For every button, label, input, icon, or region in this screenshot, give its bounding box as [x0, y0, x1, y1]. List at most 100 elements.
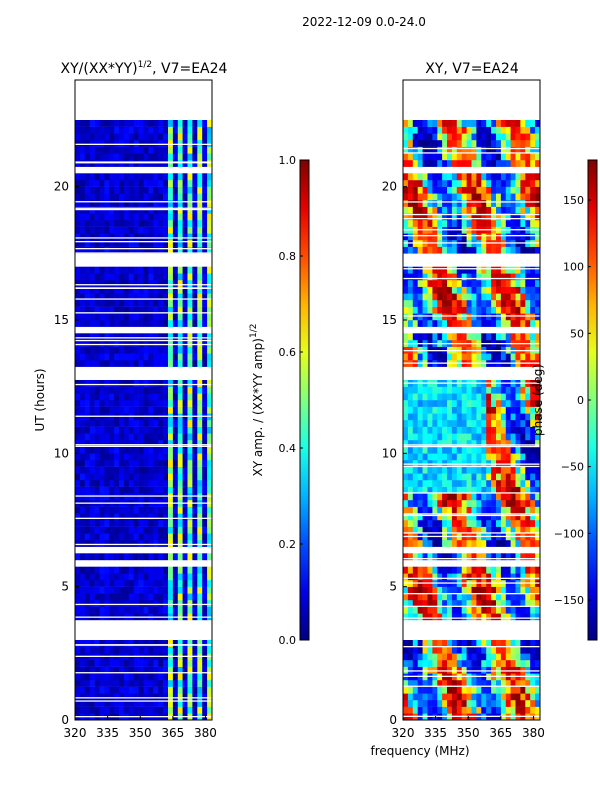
heatmap-cell: [496, 586, 502, 594]
heatmap-cell: [177, 306, 183, 314]
heatmap-cell: [192, 660, 198, 667]
heatmap-cell: [79, 340, 86, 347]
heatmap-cell: [442, 220, 448, 227]
heatmap-cell: [114, 160, 120, 167]
heatmap-cell: [442, 480, 448, 487]
heatmap-cell: [530, 313, 536, 321]
heatmap-cell: [104, 566, 110, 574]
heatmap-cell: [182, 426, 188, 434]
heatmap-cell: [515, 506, 521, 514]
heatmap-cell: [491, 520, 497, 527]
heatmap-cell: [119, 393, 125, 401]
heatmap-cell: [466, 473, 472, 481]
heatmap-cell: [168, 226, 174, 234]
heatmap-cell: [466, 600, 472, 607]
heatmap-cell: [417, 660, 423, 667]
heatmap-cell: [432, 320, 438, 327]
heatmap-cell: [182, 126, 188, 134]
heatmap-cell: [177, 286, 183, 294]
heatmap-cell: [515, 386, 521, 394]
heatmap-cell: [407, 220, 414, 227]
heatmap-cell: [417, 520, 423, 527]
gap-line: [75, 162, 212, 164]
heatmap-cell: [422, 313, 428, 321]
heatmap-cell: [451, 500, 458, 507]
heatmap-cell: [432, 413, 438, 421]
heatmap-cell: [128, 600, 134, 607]
heatmap-cell: [535, 213, 541, 221]
heatmap-cell: [192, 640, 198, 647]
heatmap-cell: [403, 440, 409, 447]
heatmap-cell: [84, 186, 90, 194]
heatmap-cell: [138, 306, 144, 314]
heatmap-cell: [486, 440, 492, 447]
heatmap-cell: [123, 140, 130, 147]
heatmap-cell: [505, 180, 511, 187]
heatmap-cell: [84, 246, 90, 254]
heatmap-cell: [451, 120, 458, 127]
heatmap-cell: [158, 526, 164, 534]
heatmap-cell: [158, 446, 164, 454]
heatmap-cell: [182, 280, 188, 287]
heatmap-cell: [505, 233, 511, 241]
heatmap-cell: [123, 520, 130, 527]
heatmap-cell: [75, 666, 81, 674]
heatmap-cell: [143, 493, 149, 501]
heatmap-cell: [202, 226, 208, 234]
heatmap-cell: [94, 580, 100, 587]
heatmap-cell: [456, 286, 462, 294]
heatmap-cell: [481, 680, 487, 687]
heatmap-cell: [99, 513, 105, 521]
heatmap-cell: [114, 526, 120, 534]
heatmap-cell: [133, 200, 139, 207]
heatmap-cell: [143, 580, 149, 587]
heatmap-cell: [515, 586, 521, 594]
heatmap-cell: [471, 246, 477, 254]
heatmap-cell: [163, 520, 169, 527]
heatmap-cell: [177, 226, 183, 234]
heatmap-cell: [407, 493, 414, 501]
heatmap-cell: [481, 593, 487, 601]
heatmap-cell: [437, 480, 443, 487]
heatmap-cell: [202, 640, 208, 647]
heatmap-cell: [471, 153, 477, 161]
heatmap-cell: [133, 133, 139, 141]
heatmap-cell: [422, 406, 428, 414]
heatmap-cell: [168, 380, 174, 387]
heatmap-cell: [158, 120, 164, 127]
heatmap-cell: [476, 613, 482, 621]
heatmap-cell: [187, 426, 193, 434]
heatmap-cell: [422, 653, 428, 661]
heatmap-cell: [417, 220, 423, 227]
heatmap-cell: [466, 160, 472, 167]
heatmap-cell: [114, 506, 120, 514]
heatmap-cell: [192, 293, 198, 301]
heatmap-cell: [461, 280, 467, 287]
heatmap-cell: [461, 246, 467, 254]
heatmap-cell: [182, 120, 188, 127]
heatmap-cell: [407, 353, 414, 361]
heatmap-cell: [197, 200, 203, 207]
heatmap-cell: [466, 446, 472, 454]
heatmap-cell: [520, 433, 526, 441]
heatmap-cell: [75, 286, 81, 294]
heatmap-cell: [177, 173, 183, 181]
heatmap-cell: [123, 606, 130, 614]
heatmap-cell: [197, 486, 203, 494]
heatmap-cell: [158, 600, 164, 607]
heatmap-cell: [471, 586, 477, 594]
heatmap-cell: [197, 606, 203, 614]
heatmap-cell: [461, 600, 467, 607]
heatmap-cell: [412, 133, 418, 141]
heatmap-cell: [456, 473, 462, 481]
heatmap-cell: [192, 686, 198, 694]
heatmap-cell: [510, 646, 516, 654]
heatmap-cell: [515, 693, 521, 701]
heatmap-cell: [89, 473, 95, 481]
heatmap-cell: [481, 286, 487, 294]
heatmap-cell: [500, 653, 507, 661]
heatmap-cell: [187, 126, 193, 134]
heatmap-cell: [128, 566, 134, 574]
heatmap-cell: [491, 653, 497, 661]
heatmap-cell: [84, 426, 90, 434]
